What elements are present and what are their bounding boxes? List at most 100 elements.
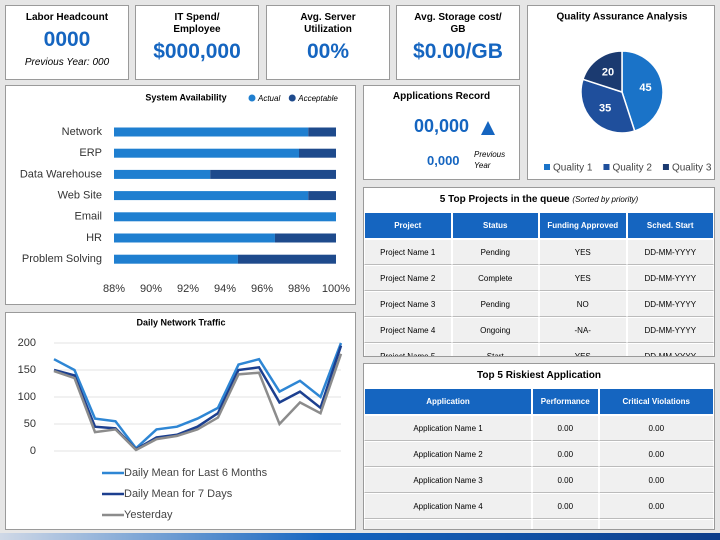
- column-header: Funding Approved: [539, 212, 627, 239]
- table-cell: Start: [451, 343, 539, 356]
- bar-segment: [114, 191, 309, 201]
- y-tick-label: Problem Solving: [22, 253, 102, 265]
- bar-segment: [114, 127, 309, 137]
- bar-segment: [237, 254, 336, 264]
- legend-marker: [248, 94, 256, 102]
- table-row: Project Name 1 Pending YES DD-MM-YYYY: [364, 239, 714, 265]
- kpi-card: Avg. Storage cost/ GB $0.00/GB: [396, 5, 520, 80]
- column-header: Critical Violations: [598, 388, 714, 415]
- chart-title: Quality Assurance Analysis: [557, 12, 688, 23]
- table-row: Project Name 5 Start YES DD-MM-YYYY: [364, 343, 714, 356]
- projects-panel: 5 Top Projects in the queue (Sorted by p…: [363, 187, 715, 357]
- pie-slice: [621, 50, 664, 132]
- table-cell: Project Name 2: [364, 265, 452, 291]
- table-cell: Project Name 5: [364, 343, 452, 356]
- table-row: Project Name 3 Pending NO DD-MM-YYYY: [364, 291, 714, 317]
- table-cell: Pending: [451, 291, 539, 317]
- column-header: Performance: [532, 388, 599, 415]
- table-cell: Project Name 3: [364, 291, 452, 317]
- kpi-title: Avg. Storage cost/ GB: [414, 12, 502, 35]
- legend-label: Daily Mean for Last 6 Months: [124, 467, 268, 479]
- prev-label: Previous Year: [474, 150, 506, 170]
- applications-record: Applications Record 00,000 0,000 Previous Y…: [363, 85, 520, 180]
- column-header: Status: [451, 212, 539, 239]
- bar-segment: [308, 127, 336, 137]
- legend-label: Yesterday: [124, 509, 173, 521]
- legend-marker: [288, 94, 296, 102]
- kpi-value: $000,000: [153, 40, 241, 63]
- y-tick-label: 0: [30, 445, 36, 457]
- table-cell: 0.00: [598, 441, 714, 467]
- kpi-value: 00%: [306, 40, 350, 63]
- x-tick-label: 90%: [140, 283, 162, 295]
- table-cell: Pending: [451, 239, 539, 265]
- table-cell: 0.00: [532, 441, 599, 467]
- y-tick-label: HR: [86, 232, 102, 244]
- bar-segment: [114, 212, 336, 222]
- table-title-text: Top 5 Riskiest Application: [477, 370, 601, 381]
- table-cell: Application Name 4: [364, 493, 532, 519]
- x-tick-label: 92%: [177, 283, 199, 295]
- kpi-value: $0.00/GB: [413, 40, 503, 63]
- x-tick-label: 98%: [288, 283, 310, 295]
- line-panel: Daily Network Traffic 0 50 100 150 200 Daily M…: [5, 312, 356, 530]
- table-cell: 0.00: [532, 415, 599, 441]
- table-cell: YES: [539, 239, 627, 265]
- kpi-title: Labor Headcount: [25, 12, 109, 23]
- record-title: Applications Record: [392, 91, 491, 102]
- y-tick-label: ERP: [79, 147, 102, 159]
- table-row: Application Name 50.000.00: [364, 519, 714, 529]
- legend-label: Quality 1: [553, 163, 593, 174]
- chart-title: Daily Network Traffic: [136, 317, 225, 327]
- chart-title: System Availability: [145, 92, 226, 102]
- column-header: Sched. Start: [626, 212, 714, 239]
- table-row: Application Name 3 0.00 0.00: [364, 467, 714, 493]
- line-series: [53, 342, 343, 451]
- table-cell: DD-MM-YYYY: [626, 265, 714, 291]
- table-cell: Application Name 2: [364, 441, 532, 467]
- table-cell: 0.00: [598, 415, 714, 441]
- y-tick-label: Network: [62, 126, 103, 138]
- table-row: Application Name 2 0.00 0.00: [364, 441, 714, 467]
- risky-panel: Top 5 Riskiest Application Application Per…: [363, 363, 715, 530]
- column-header: Application: [364, 388, 532, 415]
- table-title: Top 5 Riskiest Application: [364, 364, 714, 388]
- slice-label: 45: [639, 82, 651, 94]
- table-title-text: 5 Top Projects in the queue: [439, 194, 570, 205]
- table-title: 5 Top Projects in the queue (Sorted by p…: [364, 188, 714, 212]
- legend-swatch: [544, 164, 550, 170]
- table-cell: Project Name 1: [364, 239, 452, 265]
- kpi-value: 0000: [43, 28, 91, 51]
- kpi-title: IT Spend/ Employee: [173, 12, 221, 35]
- kpi-card: IT Spend/ Employee $000,000: [135, 5, 259, 80]
- prev-value: 0,000: [427, 153, 460, 168]
- chart: Daily Network Traffic 0 50 100 150 200 Daily M…: [18, 317, 343, 521]
- table-cell: Application Name 3: [364, 467, 532, 493]
- kpi-title: Avg. Server Utilization: [300, 12, 356, 35]
- table-row: Project Name 2 Complete YES DD-MM-YYYY: [364, 265, 714, 291]
- legend-swatch: [603, 164, 610, 170]
- column-header: Project: [364, 212, 452, 239]
- x-tick-label: 94%: [214, 283, 236, 295]
- bar-segment: [114, 148, 299, 158]
- line-series: [53, 353, 343, 452]
- table-cell: Application Name 1: [364, 415, 532, 441]
- table-cell: 0.00: [598, 467, 714, 493]
- table-cell: DD-MM-YYYY: [626, 317, 714, 343]
- table-row: Project Name 4 Ongoing -NA- DD-MM-YYYY: [364, 317, 714, 343]
- table-cell: Ongoing: [451, 317, 539, 343]
- slice-label: 35: [599, 103, 611, 115]
- table-cell: 0.00: [598, 493, 714, 519]
- legend-label: Actual: [257, 94, 280, 103]
- header-row: Project Status Funding Approved Sched. Star…: [364, 212, 714, 239]
- table-row: Application Name 1 0.00 0.00: [364, 415, 714, 441]
- table-cell: DD-MM-YYYY: [626, 239, 714, 265]
- bar-segment: [308, 191, 336, 201]
- x-tick-label: 88%: [103, 283, 125, 295]
- table-cell: 0.00: [532, 493, 599, 519]
- x-tick-label: 100%: [322, 283, 350, 295]
- table-cell: YES: [539, 343, 627, 356]
- table-cell: DD-MM-YYYY: [626, 343, 714, 356]
- x-tick-label: 96%: [251, 283, 273, 295]
